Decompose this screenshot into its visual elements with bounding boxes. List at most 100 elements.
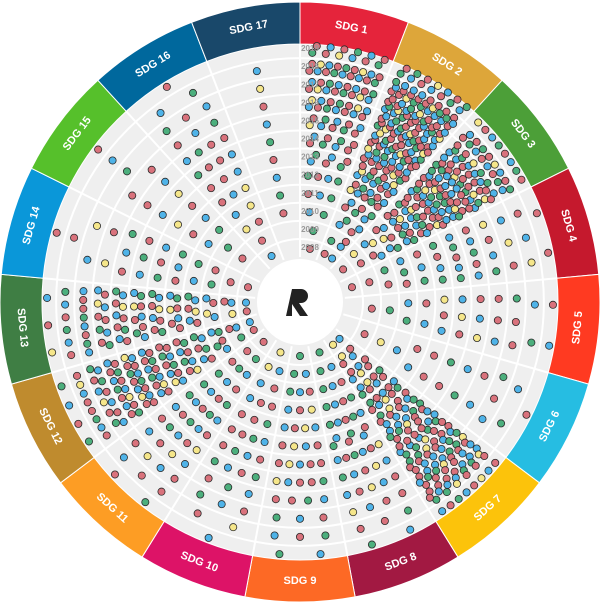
dot [173, 141, 182, 150]
dot [188, 357, 197, 366]
dot [43, 293, 52, 302]
dot [191, 398, 200, 407]
dot [453, 198, 462, 207]
dot [321, 159, 330, 168]
dot [102, 431, 111, 440]
dot [427, 193, 436, 202]
dot [369, 251, 378, 260]
dot [328, 123, 337, 132]
dot [402, 64, 411, 73]
dot [250, 415, 259, 424]
dot [361, 355, 370, 364]
dot [398, 489, 407, 498]
dot [95, 325, 104, 334]
dot [367, 483, 376, 492]
dot [360, 193, 369, 202]
dot [545, 341, 554, 350]
dot [452, 184, 461, 193]
dot [354, 104, 363, 113]
dot [313, 67, 322, 76]
dot [424, 472, 433, 481]
dot [119, 453, 128, 462]
dot [497, 419, 506, 428]
dot [256, 398, 265, 407]
dot [130, 316, 139, 325]
dot [189, 276, 198, 285]
dot [325, 61, 334, 70]
dot [358, 390, 367, 399]
dot [349, 508, 358, 517]
dot [347, 228, 356, 237]
dot [166, 352, 175, 361]
dot [238, 430, 247, 439]
dot [266, 138, 275, 147]
dot [158, 352, 167, 361]
dot [415, 179, 424, 188]
dot [93, 299, 102, 308]
dot [287, 496, 296, 505]
dot [442, 114, 451, 123]
dot [343, 82, 352, 91]
dot [272, 173, 281, 182]
dot [359, 184, 368, 193]
dot [92, 415, 101, 424]
dot [372, 461, 381, 470]
dot [223, 378, 232, 387]
dot [175, 324, 184, 333]
dot [237, 468, 246, 477]
dot [346, 344, 355, 353]
dot [57, 382, 66, 391]
dot [157, 487, 166, 496]
dot [362, 76, 371, 85]
dot [426, 96, 435, 105]
dot [214, 369, 223, 378]
dot [356, 259, 365, 268]
dot [159, 380, 168, 389]
dot [333, 456, 342, 465]
dot [420, 319, 429, 328]
dot [122, 402, 131, 411]
dot [337, 352, 346, 361]
dot [125, 393, 134, 402]
dot [389, 377, 398, 386]
dot [544, 248, 553, 257]
dot [333, 117, 342, 126]
dot [301, 369, 310, 378]
dot [183, 348, 192, 357]
sector-label: SDG 9 [283, 575, 316, 587]
dot [109, 377, 118, 386]
dot [476, 178, 485, 187]
dot [290, 369, 299, 378]
dot [347, 198, 356, 207]
dot [417, 80, 426, 89]
dot [227, 425, 236, 434]
dot [130, 377, 139, 386]
dot [83, 255, 92, 264]
dot [83, 339, 92, 348]
dot [445, 233, 454, 242]
dot [295, 388, 304, 397]
dot [334, 81, 343, 90]
dot [307, 96, 316, 105]
dot [443, 88, 452, 97]
dot [442, 172, 451, 181]
dot [312, 42, 321, 51]
dot [174, 263, 183, 272]
dot [276, 348, 285, 357]
sector-divider [163, 339, 278, 522]
dot [238, 254, 247, 263]
dot [411, 162, 420, 171]
dot [162, 82, 171, 91]
dot [437, 445, 446, 454]
dot [364, 96, 373, 105]
dot [192, 446, 201, 455]
dot [229, 190, 238, 199]
dot [439, 311, 448, 320]
dot [271, 495, 280, 504]
dot [361, 57, 370, 66]
dot [387, 389, 396, 398]
dot [97, 377, 106, 386]
dot [375, 73, 384, 82]
dot [446, 160, 455, 169]
dot [350, 65, 359, 74]
